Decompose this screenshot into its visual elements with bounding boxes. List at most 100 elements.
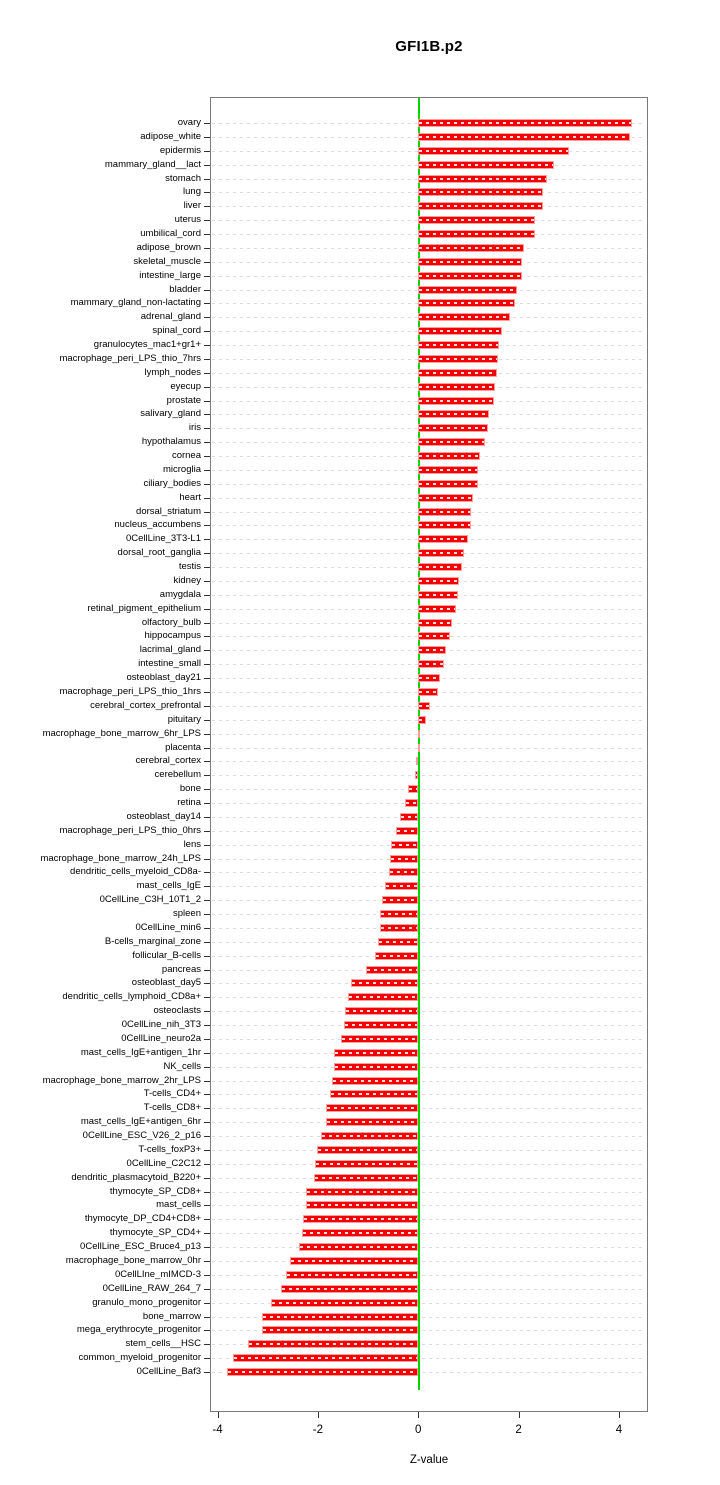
y-axis-tick bbox=[204, 1316, 210, 1318]
category-label: lymph_nodes bbox=[144, 366, 201, 378]
category-label: amygdala bbox=[159, 588, 201, 600]
bar bbox=[316, 1145, 419, 1154]
y-axis-tick bbox=[204, 705, 210, 707]
category-label: microglia bbox=[162, 463, 201, 475]
gridline bbox=[212, 816, 646, 818]
gridline bbox=[212, 1177, 646, 1179]
category-label: T-cells_CD8+ bbox=[143, 1102, 201, 1114]
bar bbox=[334, 1062, 419, 1071]
gridline bbox=[212, 1052, 646, 1054]
y-axis-tick bbox=[204, 1122, 210, 1124]
y-axis-tick bbox=[204, 1372, 210, 1374]
y-axis-tick bbox=[204, 608, 210, 610]
gridline bbox=[212, 997, 646, 999]
y-axis-tick bbox=[204, 969, 210, 971]
bar bbox=[418, 604, 456, 613]
bar bbox=[416, 757, 419, 766]
y-axis-tick bbox=[204, 345, 210, 347]
category-label: mast_cells bbox=[156, 1199, 201, 1211]
y-axis-tick bbox=[204, 1344, 210, 1346]
bar bbox=[418, 146, 570, 155]
category-label: lens bbox=[183, 838, 201, 850]
bar bbox=[326, 1118, 419, 1127]
y-axis-tick bbox=[204, 525, 210, 527]
bar bbox=[332, 1076, 419, 1085]
y-axis-tick bbox=[204, 178, 210, 180]
y-axis-tick bbox=[204, 1219, 210, 1221]
bar bbox=[418, 341, 499, 350]
y-axis-tick bbox=[204, 1011, 210, 1013]
y-axis-tick bbox=[204, 553, 210, 555]
category-label: dendritic_cells_myeloid_CD8a- bbox=[70, 866, 201, 878]
bar bbox=[289, 1256, 419, 1265]
category-label: iris bbox=[188, 422, 201, 434]
category-label: 0CellLIne_mIMCD-3 bbox=[114, 1268, 201, 1280]
y-axis-tick bbox=[204, 456, 210, 458]
y-axis-tick bbox=[204, 400, 210, 402]
category-label: eyecup bbox=[170, 380, 201, 392]
category-label: granulo_mono_progenitor bbox=[92, 1296, 201, 1308]
bar bbox=[418, 230, 536, 239]
y-axis-tick bbox=[204, 830, 210, 832]
category-label: dorsal_striatum bbox=[136, 505, 201, 517]
bar bbox=[418, 174, 547, 183]
category-label: macrophage_bone_marrow_2hr_LPS bbox=[42, 1074, 201, 1086]
x-axis-title: Z-value bbox=[409, 1454, 449, 1466]
bar bbox=[315, 1159, 419, 1168]
category-label: intestine_small bbox=[138, 658, 201, 670]
y-axis-tick bbox=[204, 1177, 210, 1179]
y-axis-tick bbox=[204, 136, 210, 138]
category-label: pituitary bbox=[167, 713, 201, 725]
y-axis-tick bbox=[204, 914, 210, 916]
category-label: adrenal_gland bbox=[140, 311, 201, 323]
category-label: 0CellLine_ESC_V26_2_p16 bbox=[82, 1130, 201, 1142]
bar bbox=[418, 563, 463, 572]
bar bbox=[270, 1298, 419, 1307]
bar bbox=[418, 590, 458, 599]
y-axis-tick bbox=[204, 567, 210, 569]
gridline bbox=[212, 1219, 646, 1221]
gridline bbox=[212, 1330, 646, 1332]
y-axis-tick bbox=[204, 1080, 210, 1082]
gridline bbox=[212, 1011, 646, 1013]
y-axis-tick bbox=[204, 636, 210, 638]
y-axis-tick bbox=[204, 1247, 210, 1249]
y-axis-tick bbox=[204, 858, 210, 860]
y-axis-tick bbox=[204, 1108, 210, 1110]
category-label: retina bbox=[177, 797, 201, 809]
bar bbox=[407, 785, 419, 794]
y-axis-tick bbox=[204, 483, 210, 485]
category-label: 0CellLine_min6 bbox=[135, 921, 201, 933]
gridline bbox=[212, 983, 646, 985]
category-label: macrophage_bone_marrow_24h_LPS bbox=[40, 852, 201, 864]
bar bbox=[418, 188, 544, 197]
y-axis-tick bbox=[204, 580, 210, 582]
bar bbox=[418, 132, 630, 141]
y-axis-tick bbox=[204, 1302, 210, 1304]
bar bbox=[389, 868, 419, 877]
gridline bbox=[212, 1025, 646, 1027]
gridline bbox=[212, 719, 646, 721]
y-axis-tick bbox=[204, 872, 210, 874]
bar bbox=[418, 438, 486, 447]
bar bbox=[378, 937, 419, 946]
gridline bbox=[212, 941, 646, 943]
y-axis-tick bbox=[204, 1205, 210, 1207]
bar bbox=[418, 618, 453, 627]
bar bbox=[418, 119, 632, 127]
category-label: pancreas bbox=[161, 963, 201, 975]
category-label: cerebral_cortex bbox=[135, 755, 201, 767]
y-axis-tick bbox=[204, 234, 210, 236]
gridline bbox=[212, 1247, 646, 1249]
category-label: 0CellLine_C2C12 bbox=[126, 1157, 201, 1169]
bar bbox=[418, 382, 495, 391]
bar bbox=[418, 660, 445, 669]
y-axis-tick bbox=[204, 303, 210, 305]
y-axis-tick bbox=[204, 1038, 210, 1040]
bar bbox=[418, 452, 481, 461]
category-label: NK_cells bbox=[163, 1060, 202, 1072]
bar bbox=[418, 299, 515, 308]
bar bbox=[418, 313, 511, 322]
gridline bbox=[212, 803, 646, 805]
bar bbox=[340, 1034, 419, 1043]
